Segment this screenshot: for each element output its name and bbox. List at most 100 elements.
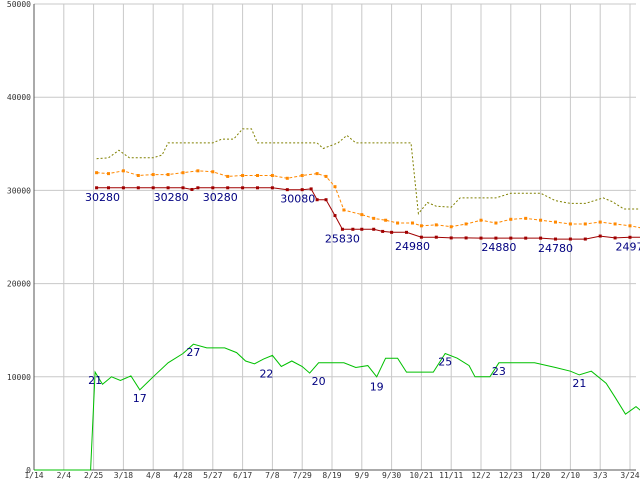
x-tick-label: 3/3 xyxy=(593,471,608,480)
price-data-label: 24970 xyxy=(615,240,640,253)
series-min_price-point xyxy=(583,237,587,241)
price-data-label: 30280 xyxy=(154,191,189,204)
count-data-label: 22 xyxy=(259,368,273,381)
series-min_price-point xyxy=(181,186,185,190)
chart-axes: 0 10000 20000 30000 40000 50000 1/14 2/4 2/25 3/1… xyxy=(7,0,640,480)
series-avg_price-point xyxy=(270,173,274,177)
x-tick-label: 9/30 xyxy=(382,471,401,480)
y-tick-label: 20000 xyxy=(7,280,31,289)
series-min_price-point xyxy=(351,227,355,231)
x-tick-label: 11/11 xyxy=(439,471,463,480)
series-min_price-point xyxy=(628,235,632,239)
series-min_price-point xyxy=(270,186,274,190)
series-min_price-point xyxy=(324,198,328,202)
series-avg_price-point xyxy=(434,223,438,227)
series-min_price-point xyxy=(464,236,468,240)
y-tick-label: 40000 xyxy=(7,93,31,102)
series-avg_price-point xyxy=(628,224,632,228)
series-min_price-point xyxy=(196,186,200,190)
y-tick-label: 0 xyxy=(26,466,31,475)
series-avg_price-point xyxy=(342,208,346,212)
series-avg_price-point xyxy=(333,185,337,189)
series-min_price-point xyxy=(241,186,245,190)
series-avg_price-point xyxy=(285,176,289,180)
series-avg_price-point xyxy=(509,217,513,221)
series-avg_price-point xyxy=(95,171,99,175)
series-avg_price-point xyxy=(464,222,468,226)
x-tick-label: 7/29 xyxy=(293,471,312,480)
count-data-label: 20 xyxy=(312,375,326,388)
price-data-label: 24880 xyxy=(481,241,516,254)
series-avg_price-point xyxy=(360,213,364,217)
count-data-label: 25 xyxy=(438,356,452,369)
series-min_price-point xyxy=(285,188,289,192)
x-tick-label: 12/2 xyxy=(471,471,490,480)
series-min_price-point xyxy=(166,186,170,190)
series-min_price-point xyxy=(136,186,140,190)
series-min_price-point xyxy=(190,187,194,191)
series-avg_price-point xyxy=(256,173,259,177)
series-avg_price-point xyxy=(598,220,602,224)
y-tick-label: 30000 xyxy=(7,186,31,195)
count-data-label: 27 xyxy=(186,346,200,359)
series-avg_price-point xyxy=(396,221,400,225)
price-data-label: 24780 xyxy=(538,242,573,255)
count-data-label: 21 xyxy=(572,377,586,390)
series-avg_price-point xyxy=(372,216,376,220)
price-data-label: 30280 xyxy=(85,191,120,204)
price-data-label: 24980 xyxy=(395,240,430,253)
series-min_price-point xyxy=(419,235,423,239)
chart-series xyxy=(34,128,640,471)
x-tick-label: 10/21 xyxy=(409,471,433,480)
series-avg_price-point xyxy=(196,169,200,173)
series-min_price-point xyxy=(494,236,498,240)
series-min_price-point xyxy=(381,229,385,233)
series-min_price-point xyxy=(405,230,408,234)
price-data-label: 30080 xyxy=(280,193,315,206)
series-max_price-line xyxy=(96,128,640,215)
series-avg_price-point xyxy=(121,169,125,173)
chart-data-labels: 30280 30280 30280 30080 25830 24980 24880 24780… xyxy=(85,191,640,405)
series-avg_price-point xyxy=(324,174,328,178)
series-min_price-point xyxy=(449,236,453,240)
series-min_price-point xyxy=(95,186,99,190)
series-min_price-point xyxy=(107,186,110,190)
x-tick-label: 1/20 xyxy=(531,471,550,480)
series-avg_price-point xyxy=(568,222,572,226)
x-tick-label: 12/23 xyxy=(499,471,523,480)
series-avg_price-point xyxy=(539,218,543,222)
x-tick-label: 2/4 xyxy=(57,471,72,480)
x-tick-label: 2/10 xyxy=(561,471,580,480)
series-min_price-point xyxy=(315,198,319,202)
x-tick-label: 3/18 xyxy=(114,471,133,480)
count-data-label: 17 xyxy=(133,392,147,405)
series-avg_price-point xyxy=(554,220,557,224)
series-min_price-point xyxy=(568,237,572,241)
x-tick-label: 6/17 xyxy=(233,471,252,480)
y-tick-label: 50000 xyxy=(7,0,31,9)
x-tick-label: 7/8 xyxy=(265,471,280,480)
series-min_price-point xyxy=(524,236,528,240)
count-data-label: 23 xyxy=(492,365,506,378)
series-min_price-point xyxy=(256,186,259,190)
x-tick-label: 8/19 xyxy=(322,471,341,480)
series-avg_price-point xyxy=(166,173,170,177)
series-avg_price-point xyxy=(494,221,498,225)
series-min_price-point xyxy=(151,186,155,190)
series-min_price-point xyxy=(554,237,557,241)
series-avg_price-point xyxy=(583,222,587,226)
series-avg_price-point xyxy=(384,218,388,222)
series-min_price-point xyxy=(121,186,125,190)
series-avg_price-point xyxy=(410,221,414,225)
series-min_price-point xyxy=(211,186,215,190)
series-min_price-point xyxy=(598,234,602,238)
count-data-label: 21 xyxy=(88,374,102,387)
chart-grid xyxy=(33,3,636,471)
series-avg_price-point xyxy=(226,174,230,178)
series-min_price-point xyxy=(613,236,617,240)
x-tick-label: 3/24 xyxy=(620,471,639,480)
series-avg_price-point xyxy=(107,172,110,176)
series-min_price-point xyxy=(360,227,364,231)
x-tick-label: 5/27 xyxy=(203,471,222,480)
